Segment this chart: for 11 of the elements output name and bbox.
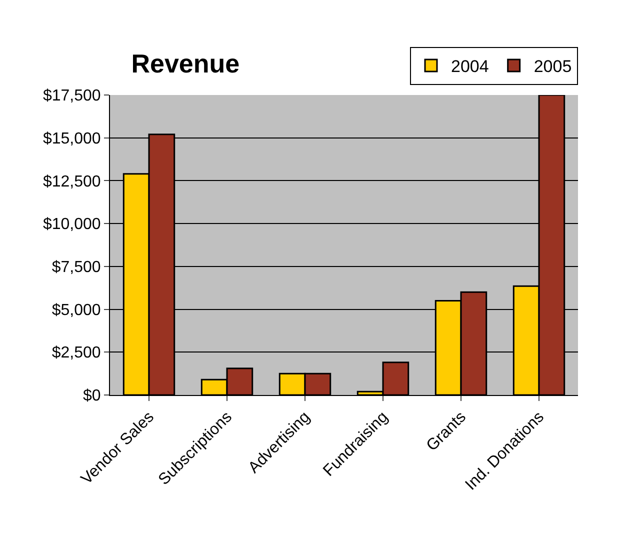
y-tick-label: $12,500 [42, 173, 101, 190]
y-tick-label: $5,000 [52, 302, 101, 319]
y-tick-label: $15,000 [42, 130, 101, 148]
chart-title: Revenue [131, 48, 240, 79]
y-tick-label: $10,000 [42, 216, 101, 234]
legend-label: 2004 [451, 57, 489, 76]
y-tick-label: $17,500 [42, 88, 101, 105]
y-tick-label: $2,500 [52, 344, 101, 362]
legend-label: 2005 [534, 57, 572, 76]
y-tick-label: $7,500 [52, 259, 101, 276]
y-tick-label: $0 [83, 388, 101, 405]
